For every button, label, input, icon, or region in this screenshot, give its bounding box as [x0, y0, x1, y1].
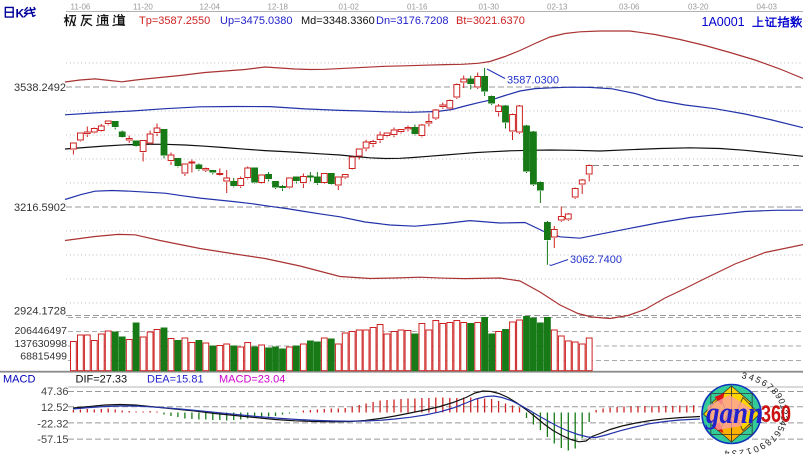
svg-text:0: 0 — [751, 443, 760, 454]
svg-text:Up=3475.0380: Up=3475.0380 — [220, 15, 292, 27]
svg-text:-22.32: -22.32 — [37, 418, 68, 430]
svg-text:2: 2 — [738, 447, 745, 454]
svg-text:gann: gann — [705, 395, 763, 430]
svg-text:3216.5902: 3216.5902 — [14, 202, 66, 214]
svg-text:7: 7 — [768, 433, 779, 443]
svg-text:Dn=3176.7208: Dn=3176.7208 — [376, 15, 448, 27]
svg-text:3538.2492: 3538.2492 — [14, 82, 66, 94]
svg-text:Bt=3021.6370: Bt=3021.6370 — [456, 15, 525, 27]
svg-text:3587.0300: 3587.0300 — [507, 75, 559, 87]
svg-text:6: 6 — [759, 378, 769, 389]
svg-text:5: 5 — [775, 424, 786, 432]
svg-text:MACD=23.04: MACD=23.04 — [219, 374, 285, 386]
svg-text:1A0001: 1A0001 — [702, 15, 745, 29]
svg-text:3062.7400: 3062.7400 — [570, 254, 622, 266]
svg-text:DEA=15.81: DEA=15.81 — [147, 374, 204, 386]
svg-text:4: 4 — [747, 372, 755, 383]
svg-text:12.52: 12.52 — [41, 402, 69, 414]
svg-text:1: 1 — [745, 446, 753, 454]
svg-text:2924.1728: 2924.1728 — [14, 305, 66, 317]
svg-text:3: 3 — [779, 415, 789, 421]
svg-text:9: 9 — [757, 441, 767, 452]
svg-text:360: 360 — [761, 401, 791, 428]
svg-text:01-30: 01-30 — [479, 3, 500, 12]
svg-text:6: 6 — [772, 429, 783, 438]
svg-text:47.36: 47.36 — [41, 386, 69, 398]
svg-text:68815499: 68815499 — [20, 351, 67, 363]
svg-text:3: 3 — [732, 448, 738, 454]
svg-text:11-20: 11-20 — [133, 3, 153, 12]
svg-text:8: 8 — [763, 437, 774, 448]
svg-text:0: 0 — [776, 397, 787, 405]
svg-text:Md=3348.3360: Md=3348.3360 — [301, 15, 375, 27]
svg-text:01-16: 01-16 — [407, 3, 428, 12]
svg-text:MACD: MACD — [3, 374, 35, 386]
svg-text:DIF=27.33: DIF=27.33 — [76, 374, 128, 386]
svg-text:Tp=3587.2550: Tp=3587.2550 — [139, 15, 210, 27]
svg-text:03-20: 03-20 — [688, 3, 709, 12]
svg-text:9: 9 — [773, 391, 784, 400]
svg-text:K: K — [16, 7, 25, 21]
svg-text:1: 1 — [778, 403, 789, 410]
svg-text:12-04: 12-04 — [200, 3, 221, 12]
svg-text:5: 5 — [754, 374, 763, 385]
svg-text:02-13: 02-13 — [547, 3, 568, 12]
svg-text:03-06: 03-06 — [619, 3, 640, 12]
svg-text:4: 4 — [724, 448, 730, 454]
svg-text:8: 8 — [769, 386, 780, 396]
svg-text:137630998: 137630998 — [14, 338, 67, 350]
svg-text:4: 4 — [778, 420, 789, 427]
svg-text:2: 2 — [779, 409, 789, 415]
svg-text:3: 3 — [741, 370, 748, 381]
svg-text:01-02: 01-02 — [339, 3, 360, 12]
svg-text:-57.15: -57.15 — [37, 434, 68, 446]
svg-text:04-03: 04-03 — [757, 3, 778, 12]
svg-text:7: 7 — [765, 382, 776, 392]
svg-text:12-18: 12-18 — [268, 3, 289, 12]
svg-text:206446497: 206446497 — [14, 325, 67, 337]
svg-text:11-06: 11-06 — [71, 3, 91, 12]
